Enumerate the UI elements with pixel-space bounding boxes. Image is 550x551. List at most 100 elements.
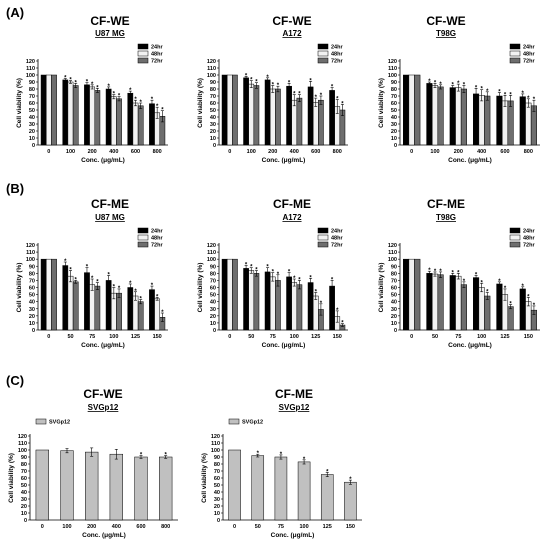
bar-24hr-0 [221, 74, 228, 146]
chart-title: CF-WE [83, 387, 122, 401]
x-tick-label: 0 [47, 149, 50, 155]
significance-star: * [303, 457, 306, 463]
legend-entry: 24hr [151, 229, 163, 235]
significance-star: * [250, 265, 253, 271]
y-tick-label: 20 [210, 314, 216, 320]
y-tick-label: 120 [211, 434, 220, 440]
x-tick-label: 100 [477, 334, 486, 340]
x-tick-label: 600 [311, 149, 320, 155]
legend-entry: 48hr [331, 236, 343, 242]
y-tick-label: 70 [29, 94, 35, 100]
bar-72hr-100 [296, 284, 303, 331]
y-tick-label: 60 [21, 476, 27, 482]
bar-24hr-800 [329, 90, 335, 146]
y-tick-label: 30 [21, 497, 27, 503]
y-axis-label: Cell viability (%) [201, 453, 208, 503]
significance-star: * [96, 280, 99, 286]
y-tick-label: 90 [210, 80, 216, 86]
x-tick-label: 200 [88, 149, 97, 155]
legend-entry: 72hr [523, 59, 535, 65]
y-tick-label: 0 [394, 328, 397, 334]
y-tick-label: 90 [391, 80, 397, 86]
bar-24hr-0 [40, 258, 47, 331]
bar-48hr-100 [291, 282, 298, 331]
y-tick-label: 110 [211, 441, 220, 447]
x-tick-label: 50 [248, 334, 254, 340]
legend-swatch [137, 234, 149, 241]
x-axis-label: Conc. (μg/mL) [448, 342, 492, 349]
significance-star: * [315, 289, 318, 295]
chart-subtitle: SVGp12 [279, 403, 310, 412]
legend-entry: 48hr [331, 52, 343, 58]
x-tick-label: 0 [410, 334, 413, 340]
y-tick-label: 120 [388, 243, 397, 249]
y-tick-label: 60 [29, 286, 35, 292]
legend-swatch [137, 227, 149, 234]
x-axis-label: Conc. (μg/mL) [82, 532, 126, 539]
significance-star: * [341, 321, 344, 327]
significance-star: * [69, 268, 72, 274]
significance-star: * [486, 289, 489, 295]
bar-24hr-400 [105, 88, 112, 146]
legend-entry: 24hr [331, 229, 343, 235]
y-axis-label: Cell viability (%) [16, 78, 23, 128]
significance-star: * [156, 294, 159, 300]
bar-48hr-0 [45, 258, 52, 331]
legend-swatch [228, 418, 240, 425]
bar-72hr-75 [275, 280, 281, 331]
x-tick-label: 150 [346, 524, 355, 530]
significance-star: * [91, 276, 94, 282]
y-tick-label: 80 [214, 462, 220, 468]
y-tick-label: 20 [21, 504, 27, 510]
y-tick-label: 60 [391, 101, 397, 107]
bar-svgp12-125 [320, 474, 334, 521]
y-tick-label: 40 [210, 300, 216, 306]
legend-entry: 72hr [151, 243, 163, 249]
bar-72hr-600 [318, 99, 324, 146]
legend-entry: 72hr [331, 59, 343, 65]
y-tick-label: 100 [26, 73, 35, 79]
y-tick-label: 120 [26, 243, 35, 249]
significance-star: * [288, 80, 291, 86]
x-axis-label: Conc. (μg/mL) [81, 342, 125, 349]
bar-24hr-50 [62, 265, 69, 331]
y-tick-label: 50 [391, 293, 397, 299]
bar-48hr-50 [248, 270, 255, 331]
y-tick-label: 30 [210, 122, 216, 128]
significance-star: * [161, 108, 164, 114]
x-tick-label: 75 [455, 334, 461, 340]
y-tick-label: 60 [391, 286, 397, 292]
y-tick-label: 80 [210, 271, 216, 277]
bar-48hr-400 [291, 99, 298, 146]
y-tick-label: 80 [29, 87, 35, 93]
x-tick-label: 100 [62, 524, 71, 530]
significance-star: * [452, 270, 455, 276]
significance-star: * [349, 477, 352, 483]
y-tick-label: 50 [29, 293, 35, 299]
y-tick-label: 110 [388, 250, 397, 256]
x-tick-label: 125 [323, 524, 332, 530]
significance-star: * [522, 91, 525, 97]
significance-star: * [250, 78, 253, 84]
bar-72hr-200 [94, 90, 101, 146]
significance-star: * [255, 80, 258, 86]
y-tick-label: 90 [214, 455, 220, 461]
x-tick-label: 100 [66, 149, 75, 155]
bar-48hr-200 [455, 87, 462, 146]
bar-24hr-200 [84, 84, 90, 146]
significance-star: * [309, 275, 312, 281]
bar-24hr-0 [40, 74, 47, 146]
y-tick-label: 50 [210, 293, 216, 299]
x-tick-label: 75 [89, 334, 95, 340]
bar-48hr-75 [269, 276, 276, 331]
y-tick-label: 120 [26, 59, 35, 65]
y-axis-label: Cell viability (%) [378, 78, 385, 128]
bar-24hr-800 [519, 96, 526, 146]
y-tick-label: 40 [391, 300, 397, 306]
legend-swatch [317, 50, 329, 57]
y-tick-label: 70 [391, 94, 397, 100]
legend-swatch [509, 43, 521, 50]
significance-star: * [498, 279, 501, 285]
y-tick-label: 120 [207, 243, 216, 249]
